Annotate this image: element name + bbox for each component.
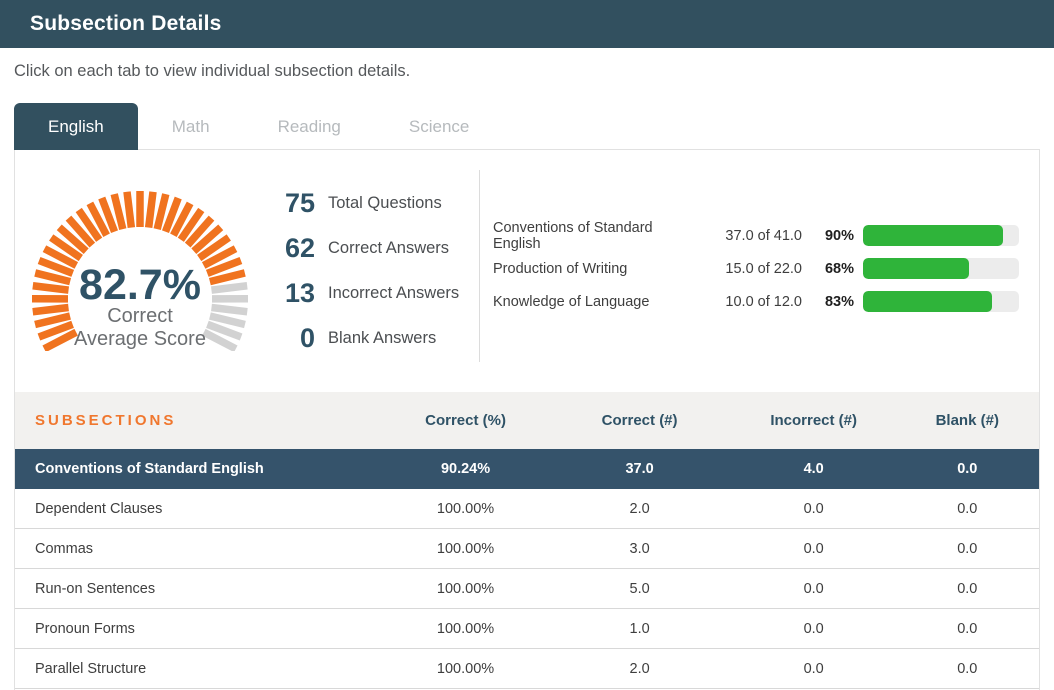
row-name: Pronoun Forms xyxy=(15,621,384,637)
table-header-row: SUBSECTIONS Correct (%)Correct (#)Incorr… xyxy=(15,392,1039,449)
stat-label: Correct Answers xyxy=(328,239,449,258)
stat-value: 75 xyxy=(269,188,315,219)
row-name: Conventions of Standard English xyxy=(15,461,384,477)
row-correct-pct: 100.00% xyxy=(384,661,548,677)
progress-fill xyxy=(863,225,1003,246)
stat-label: Blank Answers xyxy=(328,329,436,348)
gauge-tick-filled xyxy=(149,192,153,228)
category-fraction: 10.0 of 12.0 xyxy=(687,294,802,310)
row-blank-count: 0.0 xyxy=(896,621,1039,637)
column-header: Blank (#) xyxy=(896,412,1039,429)
column-header: Correct (%) xyxy=(384,412,548,429)
row-correct-pct: 100.00% xyxy=(384,501,548,517)
gauge-caption-line2: Average Score xyxy=(23,328,257,351)
row-correct-count: 5.0 xyxy=(547,581,731,597)
summary-section: 82.7% Correct Average Score 75 Total Ques… xyxy=(15,150,1039,392)
category-name: Knowledge of Language xyxy=(493,294,687,310)
stat-label: Incorrect Answers xyxy=(328,284,459,303)
stat-label: Total Questions xyxy=(328,194,442,213)
category-name: Production of Writing xyxy=(493,261,687,277)
row-correct-count: 37.0 xyxy=(547,461,731,477)
stat-row: 62 Correct Answers xyxy=(269,233,465,263)
page-title: Subsection Details xyxy=(30,12,221,36)
progress-fill xyxy=(863,258,969,279)
stat-row: 0 Blank Answers xyxy=(269,323,465,353)
row-correct-pct: 90.24% xyxy=(384,461,548,477)
subsections-table: SUBSECTIONS Correct (%)Correct (#)Incorr… xyxy=(15,392,1039,689)
row-name: Parallel Structure xyxy=(15,661,384,677)
row-name: Dependent Clauses xyxy=(15,501,384,517)
row-correct-count: 2.0 xyxy=(547,661,731,677)
column-header: Correct (#) xyxy=(547,412,731,429)
stat-value: 0 xyxy=(269,323,315,354)
row-blank-count: 0.0 xyxy=(896,581,1039,597)
tab-science[interactable]: Science xyxy=(375,103,503,150)
stats-list: 75 Total Questions 62 Correct Answers 13 Inco… xyxy=(269,170,465,367)
category-percent: 83% xyxy=(802,294,854,310)
stat-row: 75 Total Questions xyxy=(269,188,465,218)
tab-reading[interactable]: Reading xyxy=(244,103,375,150)
row-blank-count: 0.0 xyxy=(896,661,1039,677)
tab-panel: 82.7% Correct Average Score 75 Total Ques… xyxy=(14,149,1040,690)
stat-value: 13 xyxy=(269,278,315,309)
row-blank-count: 0.0 xyxy=(896,461,1039,477)
row-correct-count: 1.0 xyxy=(547,621,731,637)
row-blank-count: 0.0 xyxy=(896,541,1039,557)
category-percent: 68% xyxy=(802,261,854,277)
progress-track xyxy=(863,225,1019,246)
gauge-caption-line1: Correct xyxy=(23,305,257,328)
instruction-text: Click on each tab to view individual sub… xyxy=(14,62,1054,81)
category-percent: 90% xyxy=(802,228,854,244)
row-name: Run-on Sentences xyxy=(15,581,384,597)
gauge-tick-filled xyxy=(127,192,131,228)
row-name: Commas xyxy=(15,541,384,557)
row-incorrect-count: 0.0 xyxy=(732,661,896,677)
row-incorrect-count: 4.0 xyxy=(732,461,896,477)
stat-value: 62 xyxy=(269,233,315,264)
column-header: Incorrect (#) xyxy=(732,412,896,429)
row-correct-pct: 100.00% xyxy=(384,541,548,557)
page-header: Subsection Details xyxy=(0,0,1054,48)
row-correct-count: 3.0 xyxy=(547,541,731,557)
row-incorrect-count: 0.0 xyxy=(732,501,896,517)
progress-track xyxy=(863,258,1019,279)
category-name: Conventions of Standard English xyxy=(493,220,687,252)
category-fraction: 37.0 of 41.0 xyxy=(687,228,802,244)
row-blank-count: 0.0 xyxy=(896,501,1039,517)
score-gauge: 82.7% Correct Average Score xyxy=(23,185,257,367)
stat-row: 13 Incorrect Answers xyxy=(269,278,465,308)
row-correct-pct: 100.00% xyxy=(384,621,548,637)
gauge-value: 82.7% xyxy=(23,265,257,305)
category-fraction: 15.0 of 22.0 xyxy=(687,261,802,277)
row-incorrect-count: 0.0 xyxy=(732,621,896,637)
gauge-text: 82.7% Correct Average Score xyxy=(23,265,257,351)
row-incorrect-count: 0.0 xyxy=(732,581,896,597)
table-title: SUBSECTIONS xyxy=(15,412,384,429)
row-correct-count: 2.0 xyxy=(547,501,731,517)
progress-track xyxy=(863,291,1019,312)
progress-fill xyxy=(863,291,992,312)
tab-english[interactable]: English xyxy=(14,103,138,150)
tab-math[interactable]: Math xyxy=(138,103,244,150)
row-correct-pct: 100.00% xyxy=(384,581,548,597)
row-incorrect-count: 0.0 xyxy=(732,541,896,557)
